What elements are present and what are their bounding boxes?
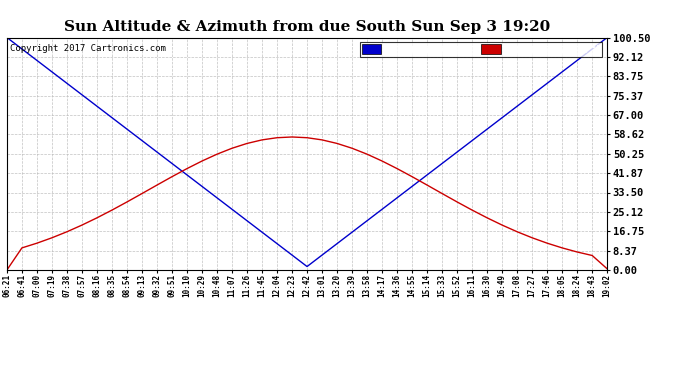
Title: Sun Altitude & Azimuth from due South Sun Sep 3 19:20: Sun Altitude & Azimuth from due South Su… bbox=[64, 20, 550, 33]
Legend: Azimuth (Angle °), Altitude (Angle °): Azimuth (Angle °), Altitude (Angle °) bbox=[359, 42, 602, 57]
Text: Copyright 2017 Cartronics.com: Copyright 2017 Cartronics.com bbox=[10, 45, 166, 54]
